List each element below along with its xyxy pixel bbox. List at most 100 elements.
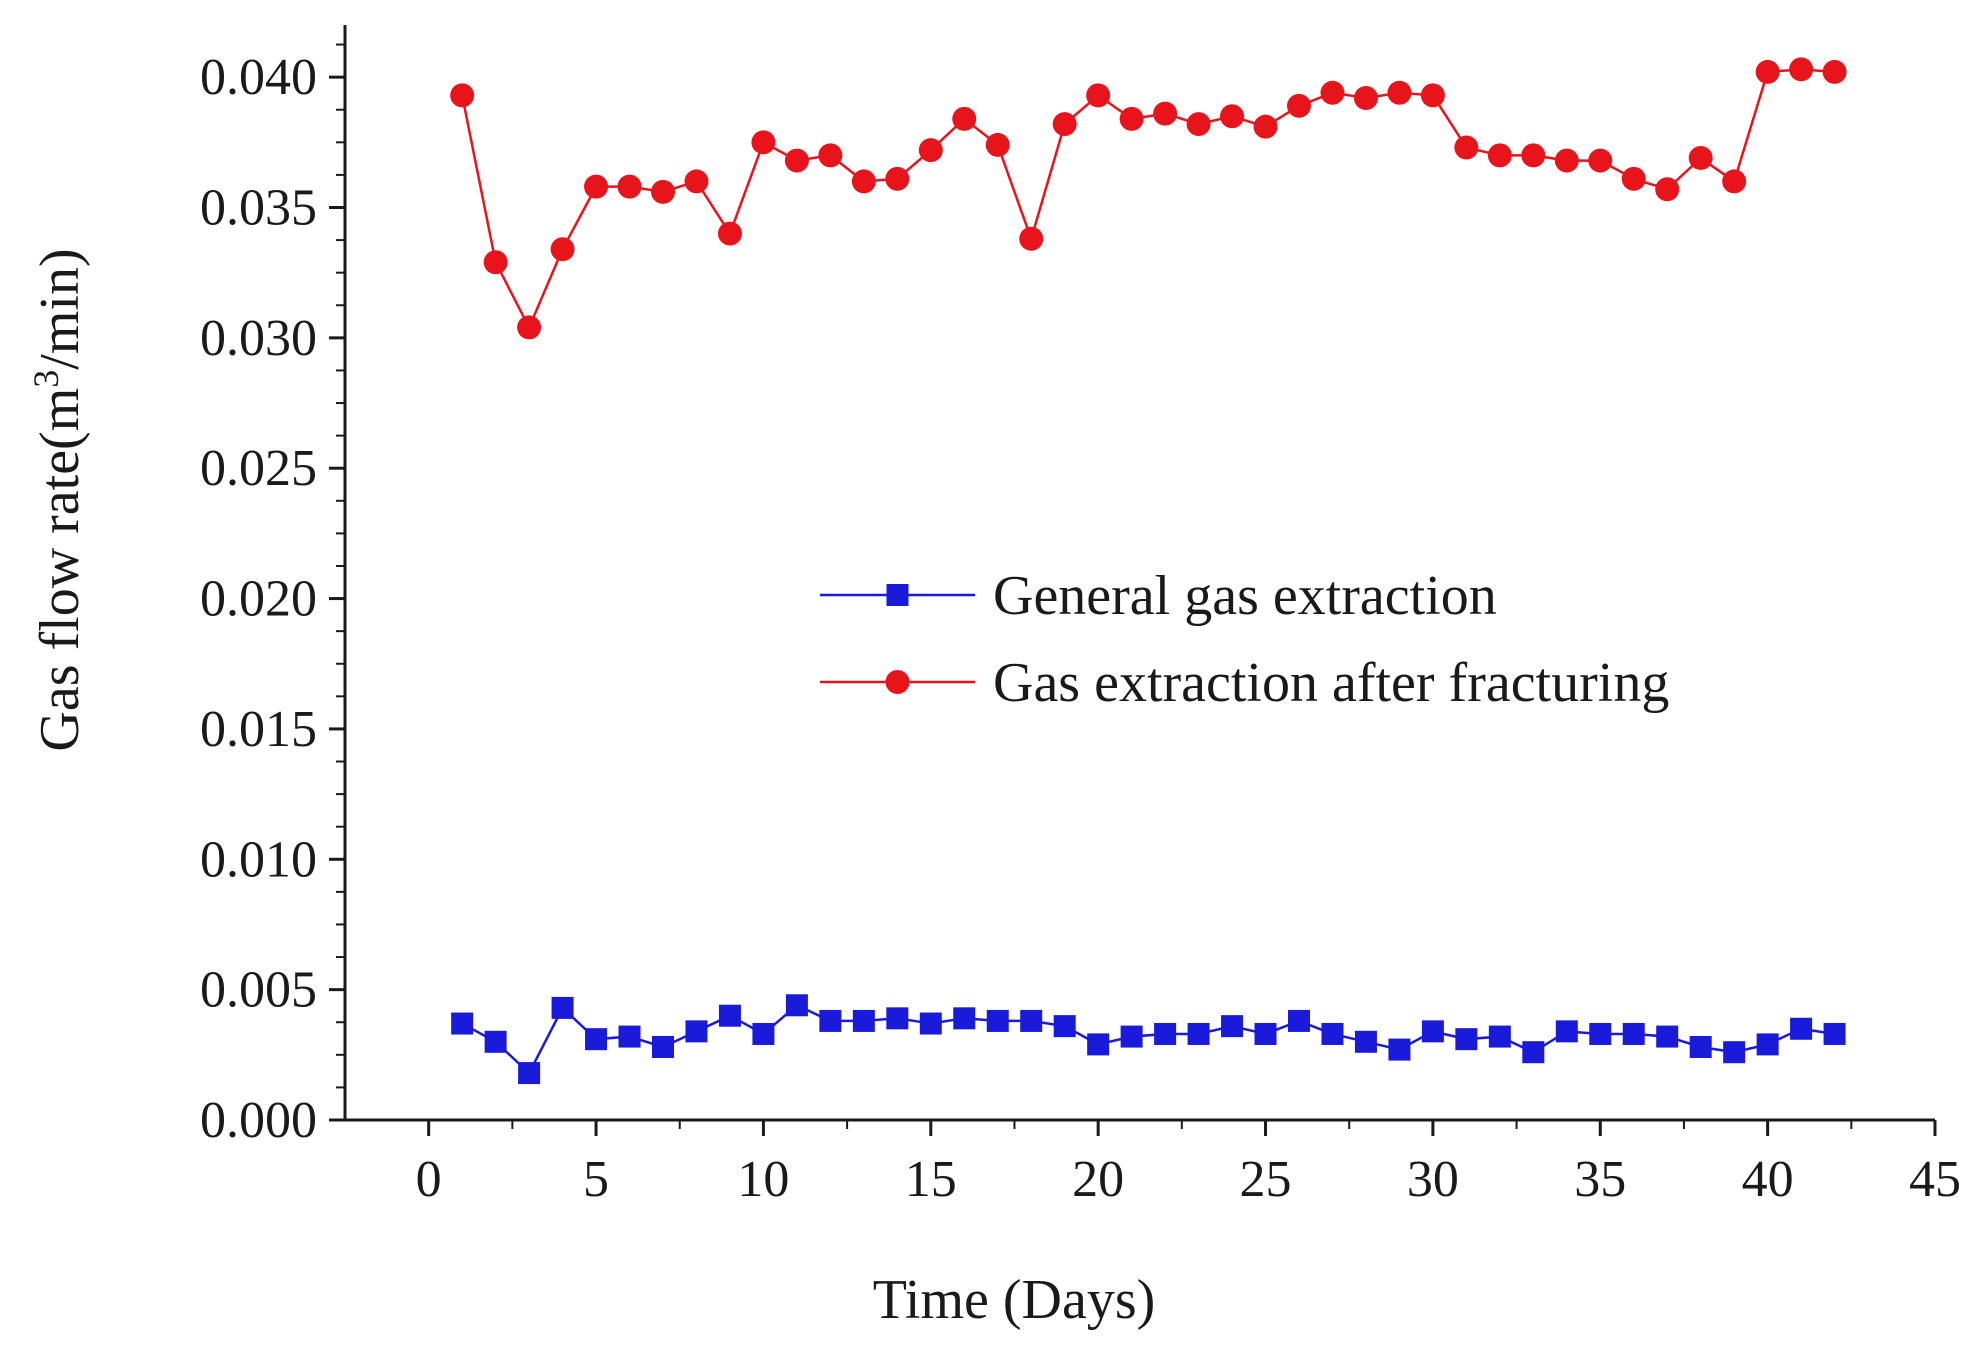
data-point-circle bbox=[751, 130, 776, 155]
data-point-circle bbox=[483, 250, 508, 275]
data-point-square bbox=[1455, 1028, 1478, 1051]
data-point-circle bbox=[784, 148, 809, 173]
data-point-square bbox=[886, 1007, 909, 1030]
data-point-circle bbox=[1086, 83, 1111, 108]
series-layer bbox=[450, 57, 1847, 1085]
data-point-square bbox=[652, 1036, 674, 1058]
series-gas-extraction-after-fracturing bbox=[450, 57, 1847, 340]
data-point-circle bbox=[1789, 57, 1814, 82]
data-point-circle bbox=[885, 166, 910, 191]
data-point-circle bbox=[1253, 114, 1278, 139]
legend-label: Gas extraction after fracturing bbox=[993, 652, 1669, 714]
y-tick-label: 0.025 bbox=[200, 440, 317, 497]
y-tick-label: 0.030 bbox=[200, 310, 317, 367]
data-point-square bbox=[1723, 1041, 1746, 1064]
data-point-circle bbox=[851, 169, 876, 194]
data-point-circle bbox=[1554, 148, 1579, 173]
y-tick-label: 0.010 bbox=[200, 831, 317, 888]
y-tick-label: 0.000 bbox=[200, 1092, 317, 1149]
data-point-circle bbox=[550, 237, 575, 262]
data-point-square bbox=[1555, 1020, 1578, 1043]
data-point-circle bbox=[1822, 59, 1847, 84]
y-tick-label: 0.015 bbox=[200, 701, 317, 758]
data-point-circle bbox=[1387, 80, 1412, 105]
data-point-square bbox=[1053, 1015, 1076, 1038]
x-tick-label: 5 bbox=[583, 1151, 609, 1208]
data-point-square bbox=[1221, 1015, 1244, 1038]
data-point-circle bbox=[1320, 80, 1345, 105]
data-point-square bbox=[1020, 1009, 1043, 1032]
data-point-circle bbox=[1019, 226, 1044, 251]
data-point-circle bbox=[818, 143, 843, 168]
y-tick-label: 0.040 bbox=[200, 49, 317, 106]
data-point-circle bbox=[1153, 101, 1178, 126]
data-point-circle bbox=[1588, 148, 1613, 173]
data-point-square bbox=[1589, 1022, 1612, 1045]
data-point-circle bbox=[584, 174, 609, 199]
data-point-square bbox=[919, 1012, 942, 1035]
data-point-square bbox=[618, 1025, 641, 1048]
data-point-circle bbox=[651, 179, 675, 204]
data-point-circle bbox=[684, 169, 709, 194]
data-point-square bbox=[953, 1007, 976, 1030]
x-tick-label: 0 bbox=[416, 1151, 442, 1208]
y-axis-title-main: Gas flow rate(m bbox=[29, 388, 91, 752]
data-point-square bbox=[986, 1009, 1009, 1032]
data-point-circle bbox=[1487, 143, 1512, 168]
x-tick-label: 35 bbox=[1574, 1151, 1626, 1208]
data-point-square bbox=[1388, 1038, 1411, 1061]
x-tick-label: 20 bbox=[1072, 1151, 1124, 1208]
data-point-square bbox=[1154, 1022, 1177, 1045]
data-point-square bbox=[685, 1020, 708, 1043]
data-point-square bbox=[1187, 1022, 1210, 1045]
data-point-circle bbox=[617, 174, 642, 199]
legend-label: General gas extraction bbox=[993, 565, 1497, 627]
legend-marker-circle bbox=[885, 670, 910, 694]
series-general-gas-extraction bbox=[451, 994, 1846, 1085]
data-point-square bbox=[1354, 1030, 1377, 1053]
data-point-square bbox=[819, 1009, 842, 1032]
data-point-square bbox=[1488, 1025, 1511, 1048]
data-point-square bbox=[1689, 1036, 1712, 1058]
data-point-circle bbox=[517, 315, 542, 340]
data-point-square bbox=[1288, 1009, 1310, 1032]
data-point-circle bbox=[1454, 135, 1479, 160]
x-tick-label: 40 bbox=[1742, 1151, 1794, 1208]
data-point-square bbox=[1120, 1025, 1143, 1048]
data-point-square bbox=[518, 1062, 541, 1085]
legend-marker-square bbox=[886, 584, 909, 606]
data-point-circle bbox=[1655, 177, 1680, 202]
data-point-square bbox=[1756, 1033, 1779, 1056]
data-point-circle bbox=[1688, 145, 1713, 170]
data-point-circle bbox=[1287, 93, 1311, 118]
data-point-square bbox=[551, 996, 574, 1019]
data-point-circle bbox=[918, 138, 943, 163]
y-axis-title-tail: /min) bbox=[29, 248, 91, 369]
data-point-square bbox=[451, 1012, 474, 1035]
axes: 0 5 10 15 20 25 30 35 40 45 0.000 0.005 0.010 0.015 0.… bbox=[200, 25, 1961, 1208]
data-point-circle bbox=[1755, 59, 1780, 84]
data-point-circle bbox=[1353, 86, 1378, 110]
data-point-square bbox=[1254, 1022, 1277, 1045]
data-point-square bbox=[718, 1004, 741, 1027]
y-tick-label: 0.035 bbox=[200, 180, 317, 237]
data-point-square bbox=[585, 1028, 608, 1051]
data-point-square bbox=[1656, 1025, 1679, 1048]
y-axis-title-superscript: 3 bbox=[26, 370, 66, 388]
legend: General gas extraction Gas extraction aft… bbox=[820, 565, 1669, 714]
x-tick-label: 45 bbox=[1909, 1151, 1961, 1208]
data-point-square bbox=[852, 1009, 875, 1032]
data-point-circle bbox=[1722, 169, 1747, 194]
x-tick-label: 25 bbox=[1240, 1151, 1292, 1208]
data-point-square bbox=[785, 994, 808, 1017]
x-tick-label: 15 bbox=[905, 1151, 957, 1208]
data-point-circle bbox=[1420, 83, 1445, 108]
data-point-square bbox=[1622, 1022, 1645, 1045]
y-tick-label: 0.020 bbox=[200, 571, 317, 628]
data-point-circle bbox=[952, 106, 977, 131]
y-axis-title: Gas flow rate(m3/min) bbox=[26, 248, 91, 751]
data-point-square bbox=[1321, 1022, 1344, 1045]
data-point-circle bbox=[450, 83, 475, 108]
